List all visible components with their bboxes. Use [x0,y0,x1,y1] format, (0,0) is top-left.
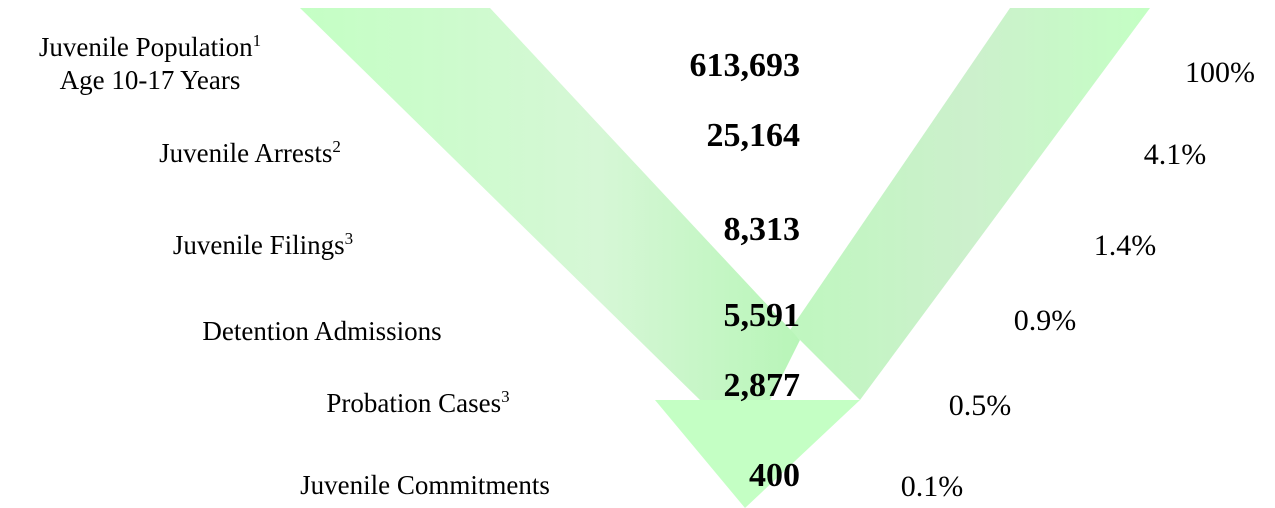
percent: 0.5% [949,389,1012,422]
percent: 4.1% [1144,138,1207,171]
row-label: Juvenile Arrests2 [159,137,341,168]
label-text: Probation Cases [326,388,501,418]
arrow [300,8,1150,508]
arrow-head [655,400,860,508]
percent: 100% [1185,56,1255,89]
row-label: Juvenile Filings3 [173,229,353,260]
count: 2,877 [724,367,801,404]
count: 5,591 [724,297,801,334]
label-text: Juvenile Arrests [159,138,332,168]
arrow-right-arm [790,8,1150,400]
footnote-mark: 3 [501,387,510,406]
label-text: Juvenile Commitments [300,470,550,500]
percent: 1.4% [1094,229,1157,262]
label-text: Juvenile Filings [173,230,345,260]
label-text: Juvenile Population [39,32,253,62]
count: 613,693 [690,47,801,84]
percent: 0.9% [1014,304,1077,337]
row-label-line2: Age 10-17 Years [60,65,241,95]
footnote-mark: 3 [345,229,354,248]
count: 400 [749,457,800,494]
arrow-left-arm [300,8,800,400]
row-label: Detention Admissions [202,316,441,346]
label-text: Detention Admissions [202,316,441,346]
row-label: Juvenile Population1 [39,31,261,62]
percent: 0.1% [901,470,964,503]
row-label: Juvenile Commitments [300,470,550,500]
count: 8,313 [724,211,801,248]
count: 25,164 [707,117,801,154]
row-label: Probation Cases3 [326,387,509,418]
footnote-mark: 2 [332,137,341,156]
footnote-mark: 1 [253,31,262,50]
